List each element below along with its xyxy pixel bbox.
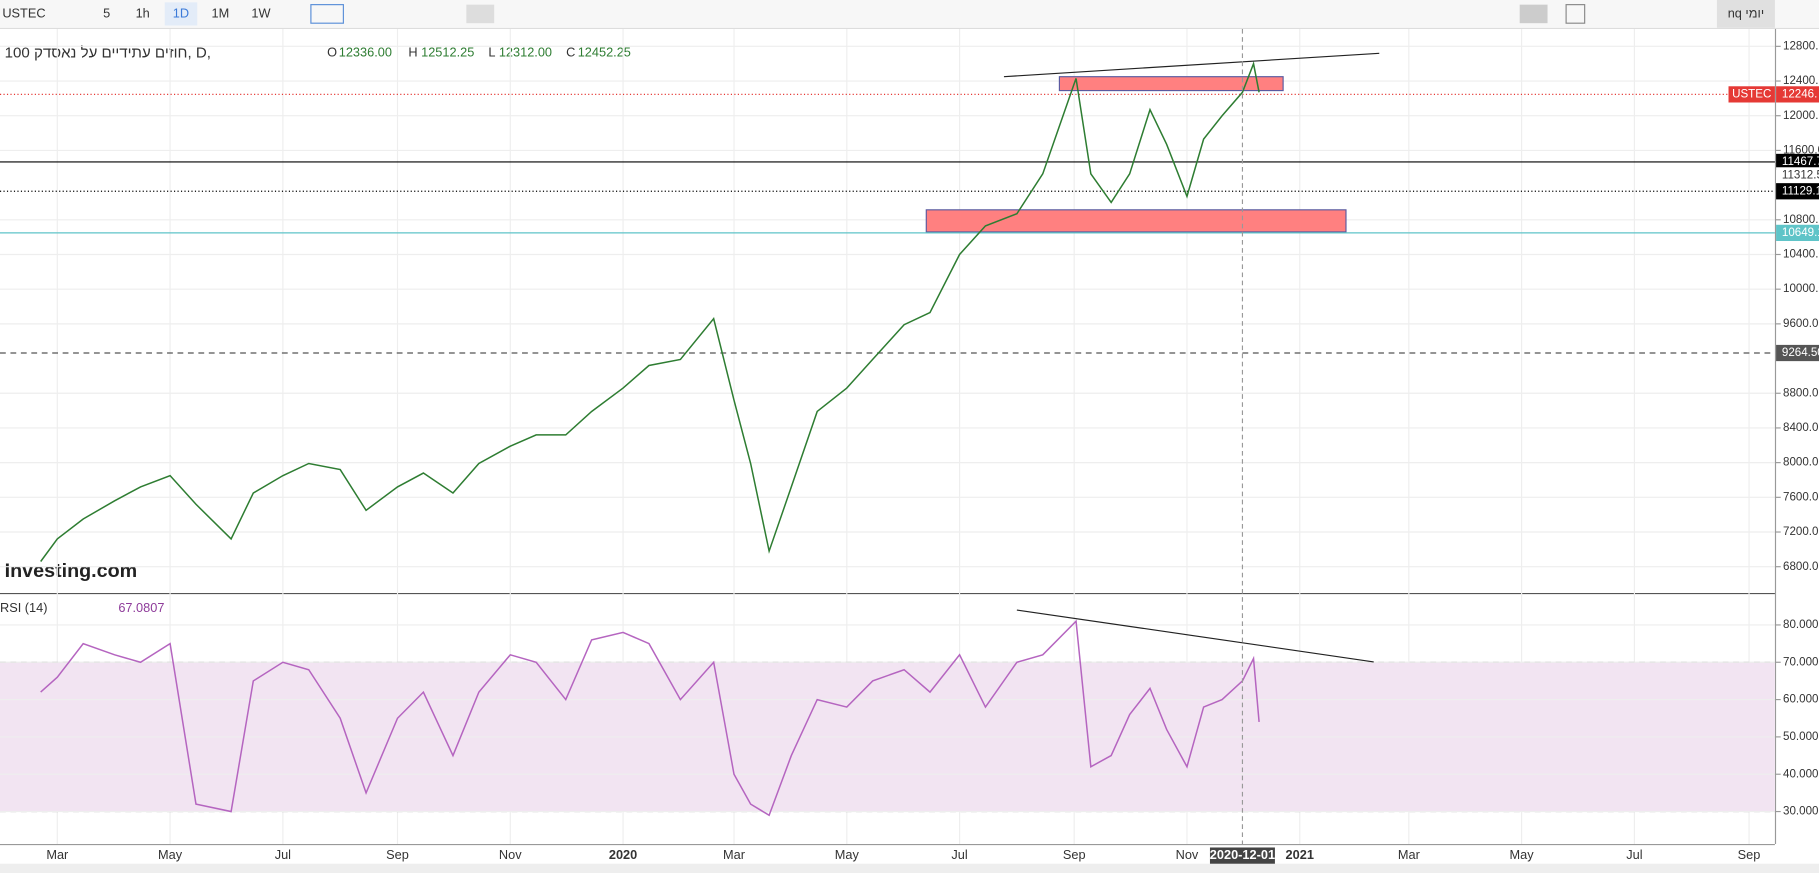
toolbar <box>0 0 1819 28</box>
language[interactable]: nq יומי <box>1728 5 1764 20</box>
x-tick-label: Jul <box>1626 847 1642 862</box>
status-bar <box>0 863 1819 873</box>
interval[interactable]: 5 <box>103 5 110 20</box>
level-label: 11312.5 <box>1782 169 1819 181</box>
interval[interactable]: 1D <box>173 5 189 20</box>
x-tick-label: Sep <box>386 847 409 862</box>
level-label: 11129.1 <box>1782 185 1819 197</box>
low-label: L <box>488 45 495 60</box>
x-tick-label: Nov <box>499 847 522 862</box>
level-label-bg <box>1776 167 1819 184</box>
camera-icon[interactable] <box>1519 4 1548 24</box>
close-value: 12452.25 <box>578 45 631 60</box>
zone <box>1058 76 1284 92</box>
rsi-title: RSI (14) <box>0 600 47 615</box>
level-label-bg <box>1776 153 1819 171</box>
trendline <box>1016 609 1374 663</box>
x-tick-label: 2020 <box>609 847 637 862</box>
level-label: 11467.7 <box>1782 156 1819 168</box>
y-tick-label: 11600.00 <box>1783 144 1819 156</box>
x-tick-label: 2020-12-01 <box>1210 847 1275 862</box>
x-tick-label: May <box>158 847 183 862</box>
close-label: C <box>566 45 575 60</box>
candle-icon[interactable] <box>310 4 344 24</box>
interval[interactable]: 1h <box>136 5 150 20</box>
x-tick-label: 2021 <box>1286 847 1314 862</box>
low-value: 12312.00 <box>499 45 552 60</box>
level-label-bg <box>1776 183 1819 200</box>
x-tick-label: Nov <box>1176 847 1199 862</box>
y-tick-label: 10400.00 <box>1783 249 1819 261</box>
level-label-bg <box>1776 86 1819 103</box>
x-tick-label: Jul <box>275 847 291 862</box>
y-tick-label: 50.0000 <box>1783 731 1819 743</box>
y-tick-label: 7200.00 <box>1783 526 1819 538</box>
legend-header: 100 חוזים עתידיים על נאסדק, D, O 12336.0… <box>0 44 631 615</box>
y-tick-label: 12400.00 <box>1783 75 1819 87</box>
level-label: 10649.1 <box>1782 227 1819 239</box>
x-tick-label: May <box>835 847 860 862</box>
y-tick-label: 7600.00 <box>1783 491 1819 503</box>
language-box[interactable] <box>1716 0 1775 28</box>
layout-icon[interactable] <box>1565 4 1586 24</box>
y-tick-label: 70.0000 <box>1783 656 1819 668</box>
open-value: 12336.00 <box>339 45 392 60</box>
y-tick-label: 8400.00 <box>1783 422 1819 434</box>
y-tick-label: 12800.00 <box>1783 40 1819 52</box>
y-tick-label: 60.0000 <box>1783 694 1819 706</box>
level-label: 9264.50 <box>1782 347 1819 359</box>
level-label-bg <box>1776 344 1819 362</box>
symbol[interactable]: USTEC <box>2 5 45 20</box>
interval[interactable]: 1W <box>251 5 270 20</box>
y-tick-label: 12000.00 <box>1783 110 1819 122</box>
x-tick-label: Mar <box>723 847 746 862</box>
y-tick-label: 10000.00 <box>1783 283 1819 295</box>
level-label: 12246. <box>1782 88 1817 100</box>
y-tick-label: 40.0000 <box>1783 768 1819 780</box>
rsi-last: 67.0807 <box>118 600 164 615</box>
y-tick-label: 10800.00 <box>1783 214 1819 226</box>
crosshair-label-bg <box>1209 847 1275 864</box>
y-tick-label: 8000.00 <box>1783 457 1819 469</box>
y-tick-label: 9600.00 <box>1783 318 1819 330</box>
settings-icon[interactable] <box>466 4 495 24</box>
x-tick-label: Mar <box>46 847 69 862</box>
instrument-title: 100 חוזים עתידיים על נאסדק, D, <box>5 44 211 61</box>
zone <box>925 209 1347 233</box>
level-tag: USTEC <box>1732 88 1771 100</box>
x-tick-label: Sep <box>1063 847 1086 862</box>
high-value: 12512.25 <box>421 45 474 60</box>
logo: Investing.com <box>5 560 138 582</box>
x-tick-label: Jul <box>951 847 967 862</box>
x-tick-label: May <box>1510 847 1535 862</box>
price-line <box>40 60 1260 562</box>
rsi-line <box>40 619 1260 817</box>
interval[interactable]: 1M <box>212 5 230 20</box>
level-label-bg <box>1776 224 1819 242</box>
open-label: O <box>327 45 337 60</box>
y-tick-label: 80.0000 <box>1783 619 1819 631</box>
toolbar-icons <box>310 0 1775 28</box>
trendline <box>1003 52 1380 78</box>
active-interval-bg <box>164 2 198 26</box>
y-tick-label: 6800.00 <box>1783 561 1819 573</box>
x-tick-label: Sep <box>1738 847 1761 862</box>
x-tick-label: Mar <box>1398 847 1421 862</box>
level-tag-bg <box>1728 86 1775 103</box>
y-tick-label: 8800.00 <box>1783 387 1819 399</box>
high-label: H <box>408 45 417 60</box>
y-tick-label: 30.0000 <box>1783 806 1819 818</box>
